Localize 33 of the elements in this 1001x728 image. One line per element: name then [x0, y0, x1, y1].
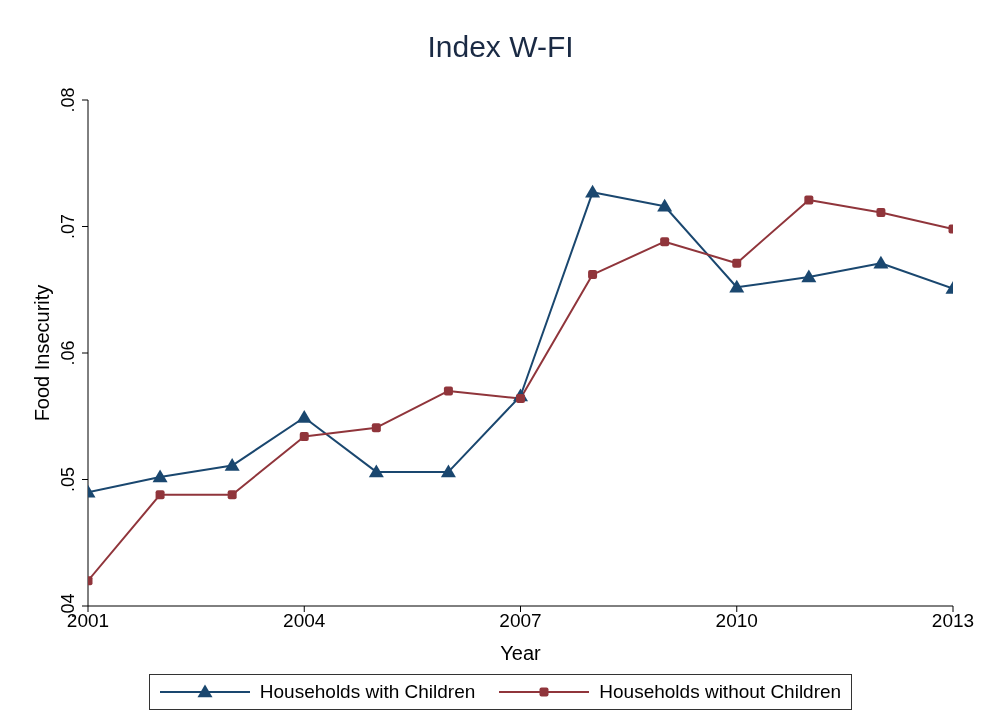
point	[371, 423, 381, 433]
chart-title: Index W-FI	[426, 29, 575, 65]
y-tick-label: .07	[58, 213, 78, 240]
point	[443, 386, 453, 396]
point	[732, 258, 742, 268]
point	[155, 490, 165, 500]
point	[440, 464, 456, 478]
point	[804, 195, 814, 205]
point	[729, 279, 745, 293]
point	[876, 208, 886, 218]
point	[368, 464, 384, 478]
point	[296, 410, 312, 423]
point	[873, 255, 889, 269]
point	[152, 469, 168, 483]
legend-label: Households without Children	[599, 681, 842, 703]
y-tick-label: .08	[58, 87, 78, 113]
y-axis-title: Food Insecurity	[31, 284, 54, 422]
x-axis-title: Year	[500, 642, 542, 664]
point	[660, 237, 670, 247]
x-tick-label: 2013	[931, 610, 975, 632]
point	[224, 458, 240, 471]
point	[588, 270, 598, 280]
y-tick-label: .06	[58, 340, 78, 366]
x-tick-label: 2007	[499, 610, 542, 632]
y-tick-label: .05	[58, 466, 78, 493]
point	[299, 431, 309, 441]
point	[227, 490, 237, 500]
x-tick-label: 2004	[283, 610, 326, 632]
x-tick-label: 2010	[715, 610, 758, 632]
point	[657, 198, 673, 212]
point	[585, 184, 601, 198]
legend-label: Households with Children	[259, 681, 476, 703]
point	[801, 269, 817, 283]
